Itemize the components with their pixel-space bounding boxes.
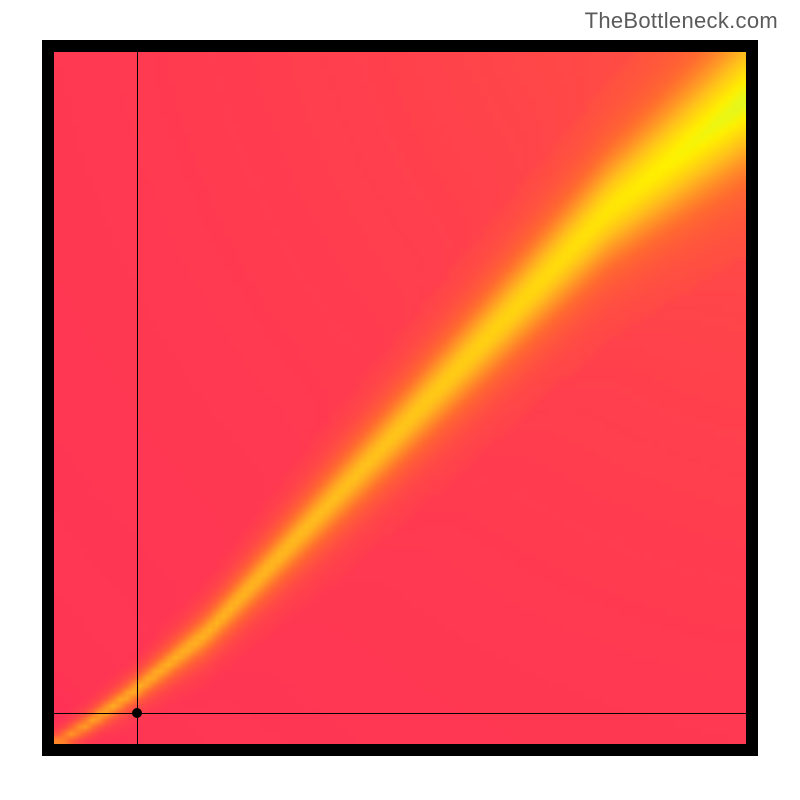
heatmap-canvas	[54, 52, 746, 744]
crosshair-horizontal	[54, 713, 746, 714]
watermark-text: TheBottleneck.com	[585, 8, 778, 34]
crosshair-marker	[132, 708, 142, 718]
crosshair-vertical	[137, 52, 138, 744]
heatmap-frame	[42, 40, 758, 756]
